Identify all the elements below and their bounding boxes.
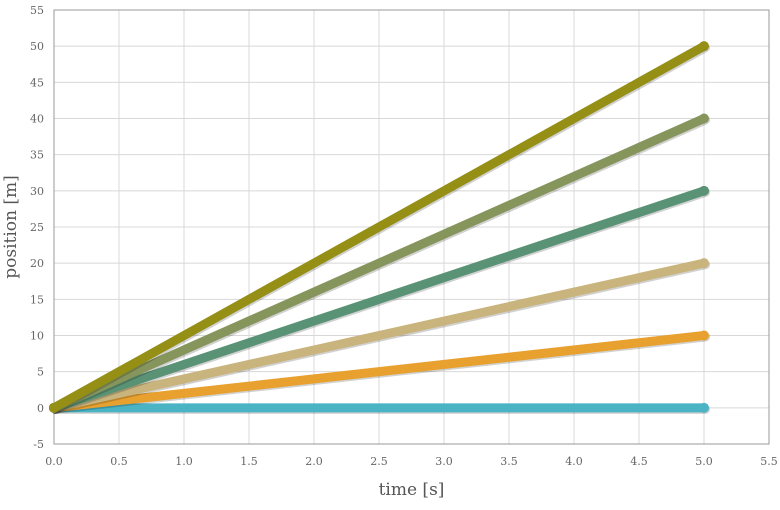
series-group (49, 41, 710, 414)
series-3-line[interactable] (49, 186, 709, 413)
x-tick-label: 1.5 (240, 455, 258, 468)
y-tick-label: 20 (30, 257, 44, 270)
series-4-line[interactable] (49, 114, 709, 413)
x-tick-label: 3.0 (435, 455, 453, 468)
x-tick-label: 5.5 (760, 455, 778, 468)
x-tick-label: 4.5 (630, 455, 648, 468)
x-tick-label: 2.0 (305, 455, 323, 468)
series-0-point[interactable] (699, 402, 709, 413)
y-tick-label: -5 (33, 438, 44, 451)
y-tick-label: 0 (37, 402, 44, 415)
series-2-line[interactable] (49, 258, 709, 413)
series-5-point[interactable] (699, 41, 709, 52)
series-3-point[interactable] (699, 185, 709, 196)
x-tick-label: 2.5 (370, 455, 388, 468)
plot-frame (53, 9, 770, 445)
y-tick-label: 10 (30, 330, 44, 343)
y-tick-label: 40 (30, 113, 44, 126)
y-tick-label: 30 (30, 185, 44, 198)
series-4-point[interactable] (699, 113, 709, 124)
x-tick-labels: 0.0 0.5 1.0 1.5 2.0 2.5 3.0 3.5 4.0 4.5 5.0 5.5 (45, 455, 778, 468)
y-tick-label: 5 (37, 366, 44, 379)
y-tick-label: 35 (30, 149, 44, 162)
x-tick-label: 0.0 (45, 455, 63, 468)
x-axis-title: time [s] (379, 480, 445, 500)
x-tick-label: 1.0 (175, 455, 193, 468)
y-tick-label: 25 (30, 221, 44, 234)
x-tick-label: 5.0 (695, 455, 713, 468)
y-axis-title: position [m] (1, 175, 21, 279)
y-tick-label: 15 (30, 293, 44, 306)
series-5-point[interactable] (49, 402, 59, 413)
y-tick-label: 45 (30, 76, 44, 89)
x-tick-label: 0.5 (110, 455, 128, 468)
x-tick-label: 3.5 (500, 455, 518, 468)
series-5-line[interactable] (49, 41, 709, 413)
y-tick-label: 55 (30, 4, 44, 17)
y-tick-labels: -5 0 5 10 15 20 25 30 35 40 45 50 55 (30, 4, 44, 451)
x-tick-label: 4.0 (565, 455, 583, 468)
series-1-line[interactable] (49, 331, 709, 413)
series-1-point[interactable] (699, 330, 709, 341)
y-tick-label: 50 (30, 40, 44, 53)
series-2-point[interactable] (699, 258, 709, 269)
